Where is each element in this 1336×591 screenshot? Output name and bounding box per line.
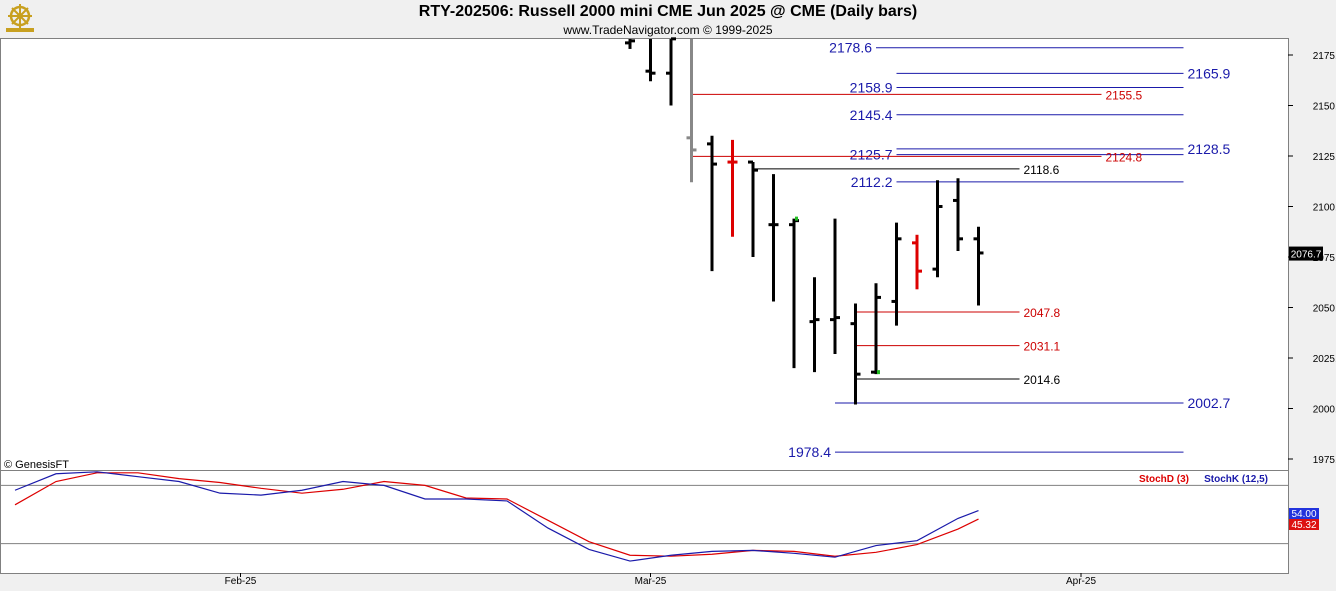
level-label-2047.8: 2047.8 — [1024, 306, 1061, 320]
x-tick-label: Feb-25 — [225, 576, 257, 587]
level-label-2112.2: 2112.2 — [851, 174, 893, 190]
stoch-line-red — [14, 472, 979, 557]
x-tick-label: Mar-25 — [635, 576, 667, 587]
value-axis-strip — [1289, 38, 1336, 574]
chart-subtitle: www.TradeNavigator.com © 1999-2025 — [563, 23, 773, 37]
stoch-k-value: 54.00 — [1291, 509, 1316, 520]
green-bar-marker — [877, 370, 880, 375]
level-label-2118.6: 2118.6 — [1024, 163, 1060, 177]
level-label-2145.4: 2145.4 — [850, 107, 893, 123]
chart-title: RTY-202506: Russell 2000 mini CME Jun 20… — [418, 3, 918, 20]
stoch-d-legend: StochD (3) — [1139, 474, 1189, 485]
y-tick-label: 2100.0 — [1313, 203, 1336, 214]
stochastic-panel — [0, 470, 1289, 574]
level-label-2002.7: 2002.7 — [1188, 395, 1231, 411]
level-label-2158.9: 2158.9 — [850, 80, 893, 96]
y-tick-label: 2000.0 — [1313, 405, 1336, 416]
date-axis-strip — [0, 574, 1336, 591]
level-label-1978.4: 1978.4 — [788, 444, 831, 460]
stoch-k-badge — [1289, 508, 1319, 519]
level-label-2031.1: 2031.1 — [1024, 340, 1061, 354]
x-tick-label: Apr-25 — [1066, 576, 1096, 587]
stoch-d-badge — [1289, 519, 1319, 530]
level-label-2165.9: 2165.9 — [1188, 65, 1231, 81]
level-label-2124.8: 2124.8 — [1106, 150, 1143, 164]
level-label-2178.6: 2178.6 — [829, 40, 872, 56]
y-tick-label: 2075.0 — [1313, 253, 1336, 264]
stoch-line-blue — [14, 471, 979, 562]
green-bar-marker — [795, 216, 798, 221]
copyright-label: © GenesisFT — [4, 459, 69, 471]
level-label-2128.5: 2128.5 — [1188, 141, 1231, 157]
last-price-badge — [1289, 246, 1323, 261]
y-tick-label: 2050.0 — [1313, 304, 1336, 315]
level-label-2155.5: 2155.5 — [1106, 88, 1143, 102]
y-tick-label: 1975.0 — [1313, 455, 1336, 466]
y-tick-label: 2175.0 — [1313, 51, 1336, 62]
level-label-2125.7: 2125.7 — [850, 147, 893, 163]
price-panel — [0, 38, 1289, 471]
stoch-k-legend: StochK (12,5) — [1204, 474, 1268, 485]
title-bar — [0, 0, 1336, 38]
level-label-2014.6: 2014.6 — [1024, 373, 1061, 387]
y-tick-label: 2125.0 — [1313, 152, 1336, 163]
y-tick-label: 2025.0 — [1313, 354, 1336, 365]
stoch-d-value: 45.32 — [1291, 520, 1316, 531]
y-tick-label: 2150.0 — [1313, 102, 1336, 113]
ship-wheel-logo-icon — [4, 2, 36, 34]
last-price-label: 2076.7 — [1291, 250, 1322, 261]
